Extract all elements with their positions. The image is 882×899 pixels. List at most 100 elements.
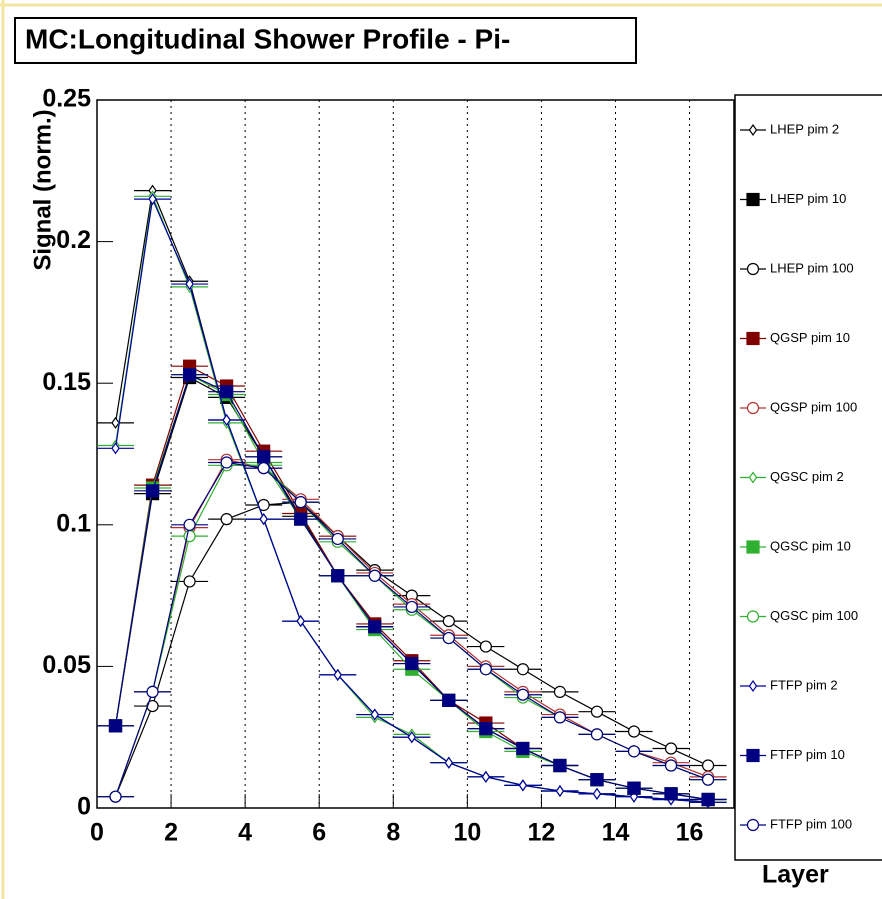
marker: [590, 728, 604, 741]
legend-label: LHEP pim 10: [770, 191, 846, 206]
marker: [664, 787, 678, 801]
marker: [183, 575, 196, 588]
marker: [553, 758, 567, 773]
marker: [518, 779, 528, 792]
marker: [111, 416, 120, 429]
x-axis-label: Layer: [762, 861, 829, 889]
marker: [294, 496, 307, 509]
plot-area: [97, 184, 727, 809]
marker: [442, 614, 455, 628]
marker: [368, 569, 381, 582]
legend-label: FTFP pim 2: [770, 677, 838, 692]
marker: [479, 640, 492, 653]
y-tick-label: 0.2: [56, 226, 91, 254]
marker: [145, 484, 160, 498]
x-tick-label: 6: [312, 819, 326, 847]
marker: [516, 741, 530, 756]
legend-marker: [746, 331, 760, 346]
marker: [220, 456, 233, 469]
y-tick-label: 0.15: [42, 368, 91, 396]
marker: [331, 532, 344, 546]
marker: [627, 781, 641, 795]
marker: [442, 693, 456, 707]
marker: [444, 756, 454, 769]
marker: [553, 711, 567, 724]
y-tick-label: 0.1: [56, 509, 91, 537]
marker: [146, 685, 159, 698]
marker: [331, 569, 345, 583]
series-line: [114, 461, 709, 797]
y-tick-label: 0: [77, 793, 91, 821]
marker: [627, 725, 641, 738]
marker: [183, 518, 196, 531]
chart-title: MC:Longitudinal Shower Profile - Pi-: [25, 23, 510, 54]
legend-marker: [746, 818, 760, 832]
marker: [111, 442, 120, 455]
marker: [590, 705, 604, 718]
y-tick-label: 0.05: [42, 651, 91, 679]
marker: [627, 745, 641, 758]
legend-marker: [746, 610, 760, 623]
marker: [257, 462, 270, 475]
marker: [407, 731, 417, 744]
marker: [479, 722, 493, 736]
marker: [109, 790, 122, 803]
marker: [185, 278, 194, 291]
legend-marker: [746, 540, 760, 554]
x-tick-label: 8: [386, 819, 400, 847]
marker: [259, 513, 268, 526]
marker: [368, 620, 382, 634]
x-tick-label: 2: [164, 819, 178, 847]
x-tick-label: 16: [676, 819, 704, 847]
legend-marker: [746, 262, 760, 276]
marker: [479, 663, 492, 676]
x-tick-label: 4: [238, 819, 252, 847]
marker: [701, 773, 715, 786]
marker: [553, 685, 567, 698]
legend-marker: [748, 471, 758, 484]
series-line: [114, 464, 709, 797]
x-tick-label: 0: [90, 819, 104, 847]
series-line: [114, 458, 709, 797]
legend-label: LHEP pim 100: [770, 260, 854, 275]
legend-label: QGSC pim 2: [770, 469, 844, 484]
legend-label: QGSP pim 100: [770, 399, 857, 414]
plot-frame: [96, 99, 735, 809]
marker: [592, 787, 602, 800]
x-tick-label: 14: [602, 819, 630, 847]
legend-label: FTFP pim 100: [770, 816, 852, 831]
marker: [220, 385, 234, 399]
legend-marker: [746, 192, 760, 207]
marker: [333, 668, 342, 681]
series-line: [114, 501, 709, 797]
marker: [294, 512, 308, 526]
marker: [664, 742, 678, 755]
marker: [222, 413, 231, 427]
marker: [701, 792, 715, 807]
marker: [516, 688, 530, 701]
marker: [405, 656, 419, 671]
marker: [516, 663, 530, 676]
x-tick-label: 10: [453, 819, 481, 847]
marker: [481, 770, 491, 783]
series-line: [114, 188, 709, 803]
marker: [220, 513, 233, 526]
marker: [148, 193, 157, 206]
marker: [590, 773, 604, 787]
marker: [370, 708, 379, 721]
legend-label: QGSC pim 10: [770, 538, 851, 553]
marker: [555, 784, 565, 798]
legend-marker: [746, 748, 760, 763]
marker: [405, 600, 418, 614]
y-tick-label: 0.25: [42, 85, 91, 113]
marker: [182, 368, 197, 382]
legend-label: QGSP pim 10: [770, 330, 850, 345]
x-tick-label: 12: [528, 819, 556, 847]
marker: [296, 615, 305, 628]
marker: [664, 759, 678, 772]
legend-marker: [748, 679, 758, 693]
legend-label: QGSC pim 100: [770, 608, 858, 623]
y-axis-label: Signal (norm.): [29, 109, 56, 270]
marker: [108, 719, 123, 733]
